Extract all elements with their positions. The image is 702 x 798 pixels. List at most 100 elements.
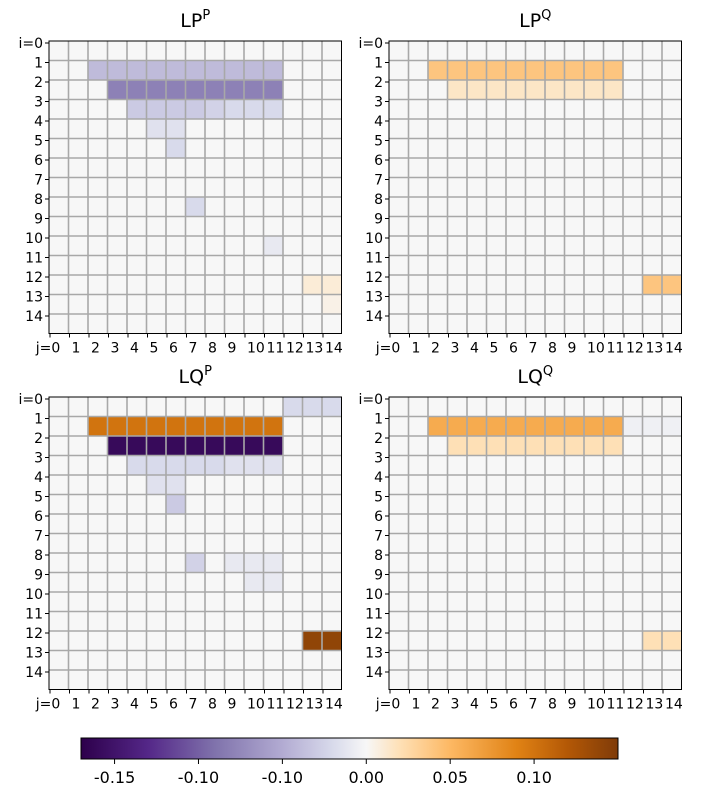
- heatmap-cell: [146, 436, 166, 456]
- heatmap-cell: [263, 80, 283, 100]
- x-tick-label: 13: [306, 341, 324, 357]
- heatmap-cell: [166, 99, 186, 119]
- y-tick-label: 8: [34, 192, 43, 208]
- x-tick-label: j=0: [35, 341, 61, 357]
- heatmap-cell: [263, 436, 283, 456]
- heatmap-cell: [166, 436, 186, 456]
- heatmap-cell: [302, 275, 322, 295]
- heatmap-cell: [224, 99, 244, 119]
- y-tick-label: 13: [365, 290, 383, 306]
- y-tick-label: 4: [34, 470, 43, 486]
- y-tick-label: 8: [374, 192, 383, 208]
- y-tick-label: i=0: [18, 392, 43, 408]
- panel-title: LPQ: [519, 8, 551, 32]
- heatmap-cell: [322, 631, 342, 651]
- heatmap-cell: [642, 275, 662, 295]
- x-tick-label: 4: [130, 697, 139, 713]
- heatmap-cell: [107, 60, 127, 80]
- y-tick-label: 9: [34, 212, 43, 228]
- heatmap-cell: [564, 416, 584, 436]
- y-tick-label: 6: [34, 509, 43, 525]
- y-tick-label: 10: [365, 231, 383, 247]
- x-tick-label: 1: [72, 697, 81, 713]
- heatmap-cell: [428, 416, 448, 436]
- x-tick-label: 5: [150, 697, 159, 713]
- heatmap-cell: [525, 60, 545, 80]
- x-tick-label: 9: [568, 697, 577, 713]
- heatmap-cell: [525, 416, 545, 436]
- heatmap-cell: [263, 455, 283, 475]
- heatmap-cell: [467, 80, 487, 100]
- plot-frame: [48, 396, 342, 690]
- y-tick-label: 13: [25, 646, 43, 662]
- x-tick-label: 4: [130, 341, 139, 357]
- heatmap-cell: [642, 631, 662, 651]
- heatmap-cell: [447, 60, 467, 80]
- x-tick-label: 8: [208, 697, 217, 713]
- y-tick-label: 12: [25, 270, 43, 286]
- y-tick-label: 5: [34, 490, 43, 506]
- heatmap-cell: [127, 416, 147, 436]
- heatmap-cell: [603, 60, 623, 80]
- y-tick-label: 12: [25, 626, 43, 642]
- y-tick-label: 1: [374, 412, 383, 428]
- panel-title-superscript: P: [204, 364, 212, 379]
- x-tick-label: 5: [490, 341, 499, 357]
- heatmap-cell: [88, 416, 108, 436]
- colorbar: -0.15 -0.10 -0.10 0.00 0.05 0.10: [80, 737, 619, 787]
- heatmap-cell: [224, 436, 244, 456]
- x-tick-label: 12: [626, 697, 644, 713]
- y-tick-label: 10: [365, 587, 383, 603]
- x-tick-label: 13: [646, 697, 664, 713]
- heatmap-cell: [584, 436, 604, 456]
- x-tick-label: 14: [325, 341, 343, 357]
- x-tick-label: 6: [169, 341, 178, 357]
- heatmap-cell: [506, 60, 526, 80]
- heatmap-cell: [166, 80, 186, 100]
- plot-frame: [388, 396, 682, 690]
- y-tick-label: 2: [34, 75, 43, 91]
- y-tick-label: 6: [374, 509, 383, 525]
- heatmap-cell: [224, 455, 244, 475]
- heatmap-cell: [224, 80, 244, 100]
- panel-title: LQQ: [517, 364, 553, 388]
- y-tick-label: 13: [365, 646, 383, 662]
- x-tick-label: 8: [548, 341, 557, 357]
- x-tick-label: 2: [431, 341, 440, 357]
- heatmap-cell: [564, 80, 584, 100]
- heatmap-cell: [185, 60, 205, 80]
- heatmap-cell: [166, 475, 186, 495]
- heatmap-cell: [322, 397, 342, 417]
- heatmap-cell: [322, 275, 342, 295]
- heatmap-cell: [127, 455, 147, 475]
- y-tick-label: 12: [365, 270, 383, 286]
- x-tick-label: 6: [509, 341, 518, 357]
- panel-title: LPP: [180, 8, 210, 32]
- x-tick-label: 13: [646, 341, 664, 357]
- heatmap-cell: [506, 416, 526, 436]
- y-tick-label: 9: [374, 212, 383, 228]
- y-tick-label: 5: [374, 134, 383, 150]
- x-tick-label: 2: [91, 697, 100, 713]
- heatmap-cell: [525, 80, 545, 100]
- heatmap-cell: [486, 416, 506, 436]
- y-tick-label: 11: [365, 607, 383, 623]
- x-tick-label: 2: [431, 697, 440, 713]
- heatmap-cell: [545, 436, 565, 456]
- x-tick-label: 7: [189, 341, 198, 357]
- heatmap-cell: [584, 80, 604, 100]
- y-tick-label: 4: [374, 114, 383, 130]
- heatmap-cell: [506, 80, 526, 100]
- heatmap-cell: [205, 416, 225, 436]
- x-tick-label: 9: [228, 697, 237, 713]
- x-tick-label: 14: [665, 697, 683, 713]
- heatmap-cell: [662, 275, 682, 295]
- x-tick-label: 10: [247, 341, 265, 357]
- y-tick-label: 3: [374, 451, 383, 467]
- y-tick-label: 1: [34, 56, 43, 72]
- heatmap-cell: [146, 416, 166, 436]
- heatmap-cell: [584, 60, 604, 80]
